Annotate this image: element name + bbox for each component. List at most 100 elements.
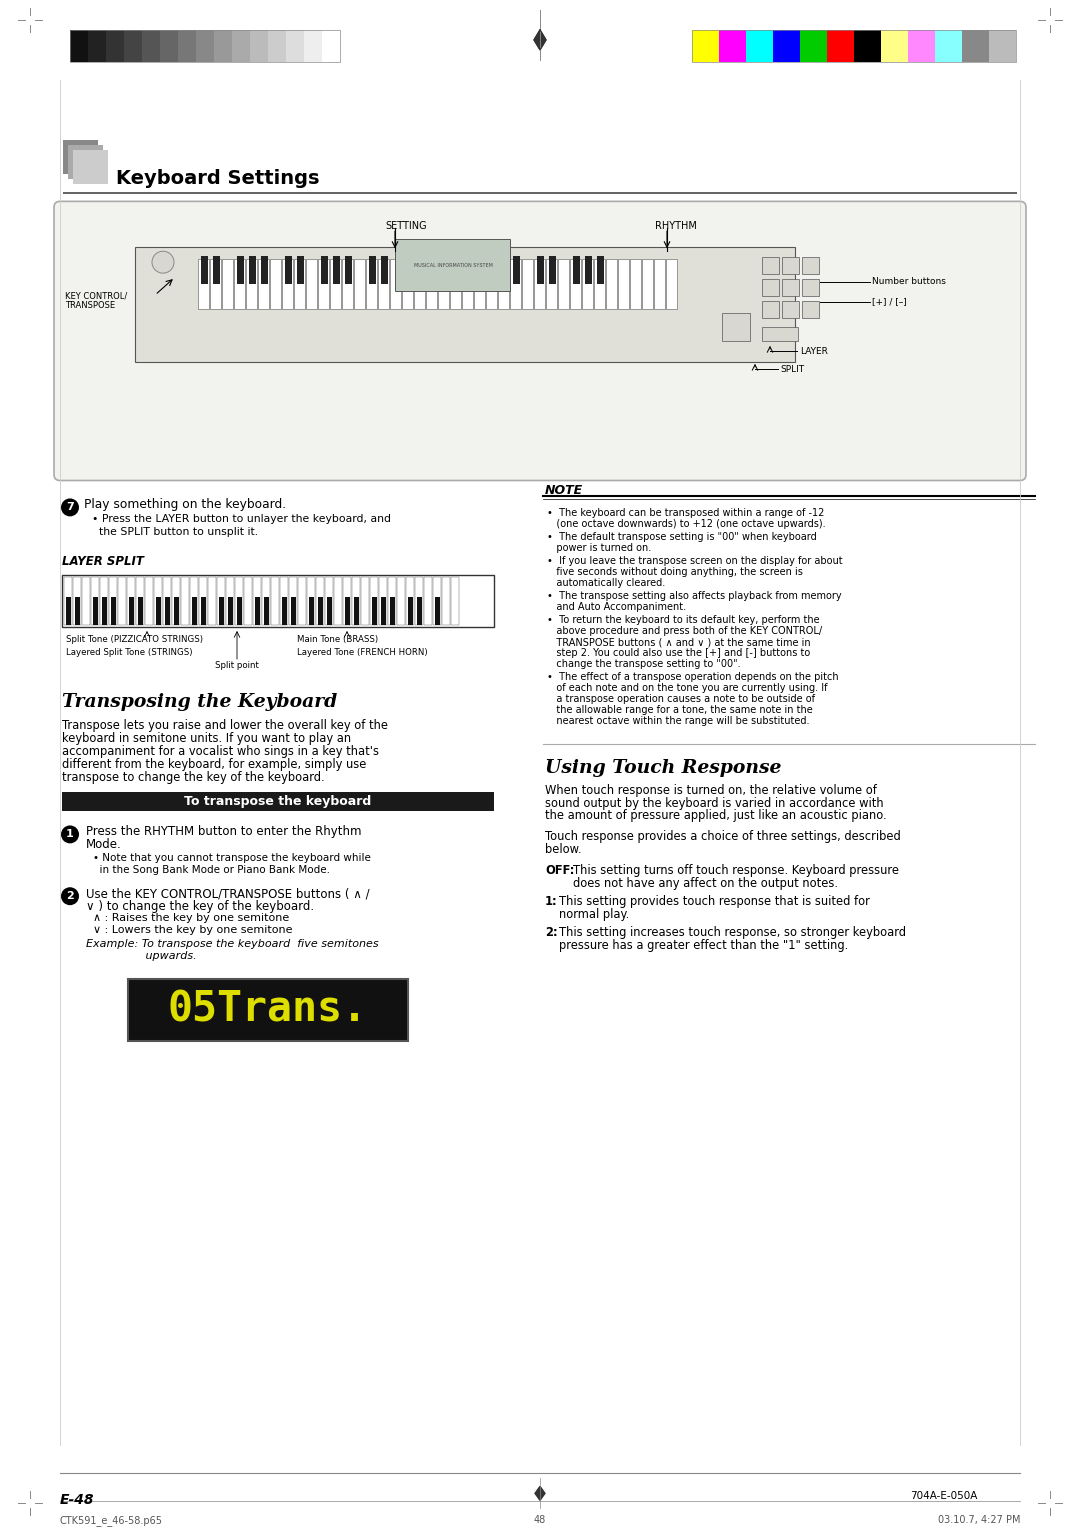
- Bar: [70, 31, 340, 61]
- Bar: [537, 257, 544, 284]
- Text: Layered Split Tone (STRINGS): Layered Split Tone (STRINGS): [66, 648, 192, 657]
- Bar: [486, 260, 497, 309]
- Bar: [70, 31, 87, 61]
- Bar: [692, 31, 719, 61]
- Bar: [606, 260, 617, 309]
- Bar: [136, 578, 144, 625]
- Bar: [343, 578, 351, 625]
- Bar: [165, 596, 170, 625]
- Text: the SPLIT button to unsplit it.: the SPLIT button to unsplit it.: [92, 527, 258, 538]
- Bar: [163, 578, 171, 625]
- Text: SPLIT: SPLIT: [780, 365, 805, 374]
- Bar: [397, 578, 405, 625]
- Bar: [129, 596, 134, 625]
- Bar: [255, 596, 260, 625]
- Bar: [719, 31, 746, 61]
- Text: (one octave downwards) to +12 (one octave upwards).: (one octave downwards) to +12 (one octav…: [546, 520, 825, 529]
- Text: in the Song Bank Mode or Piano Bank Mode.: in the Song Bank Mode or Piano Bank Mode…: [93, 865, 330, 876]
- Bar: [249, 31, 268, 61]
- Circle shape: [60, 498, 79, 516]
- Text: pressure has a greater effect than the "1" setting.: pressure has a greater effect than the "…: [559, 940, 848, 952]
- Text: E-48: E-48: [60, 1493, 95, 1507]
- Bar: [235, 578, 243, 625]
- Text: TRANSPOSE buttons ( ∧ and ∨ ) at the same time in: TRANSPOSE buttons ( ∧ and ∨ ) at the sam…: [546, 637, 811, 646]
- Bar: [417, 257, 424, 284]
- Text: power is turned on.: power is turned on.: [546, 544, 651, 553]
- Bar: [370, 578, 378, 625]
- Bar: [201, 257, 208, 284]
- Bar: [827, 31, 854, 61]
- Bar: [513, 257, 519, 284]
- Bar: [379, 578, 387, 625]
- Bar: [91, 578, 99, 625]
- Bar: [342, 260, 353, 309]
- Text: Layered Tone (FRENCH HORN): Layered Tone (FRENCH HORN): [297, 648, 428, 657]
- Bar: [782, 257, 799, 274]
- Bar: [127, 578, 135, 625]
- Text: •  The transpose setting also affects playback from memory: • The transpose setting also affects pla…: [546, 591, 841, 601]
- Text: Number buttons: Number buttons: [872, 277, 946, 286]
- Bar: [534, 260, 545, 309]
- Bar: [237, 257, 244, 284]
- Bar: [345, 596, 350, 625]
- Bar: [378, 260, 389, 309]
- Text: This setting turns off touch response. Keyboard pressure: This setting turns off touch response. K…: [573, 865, 899, 877]
- Text: •  To return the keyboard to its default key, perform the: • To return the keyboard to its default …: [546, 616, 820, 625]
- Bar: [354, 596, 359, 625]
- Text: 1: 1: [66, 830, 73, 839]
- Bar: [390, 260, 401, 309]
- Bar: [129, 979, 408, 1041]
- Bar: [908, 31, 935, 61]
- Bar: [546, 260, 557, 309]
- Text: Use the KEY CONTROL/TRANSPOSE buttons ( ∧ /: Use the KEY CONTROL/TRANSPOSE buttons ( …: [86, 888, 369, 900]
- Text: NOTE: NOTE: [545, 484, 583, 498]
- Bar: [318, 260, 329, 309]
- Bar: [87, 31, 106, 61]
- Bar: [354, 260, 365, 309]
- Bar: [62, 792, 494, 811]
- Bar: [570, 260, 581, 309]
- Text: Mode.: Mode.: [86, 839, 122, 851]
- Bar: [433, 578, 441, 625]
- Bar: [172, 578, 180, 625]
- Text: step 2. You could also use the [+] and [-] buttons to: step 2. You could also use the [+] and […: [546, 648, 810, 659]
- Bar: [989, 31, 1016, 61]
- Bar: [417, 596, 422, 625]
- Text: KEY CONTROL/: KEY CONTROL/: [65, 292, 127, 299]
- Bar: [408, 596, 413, 625]
- Bar: [201, 596, 206, 625]
- Bar: [549, 257, 556, 284]
- Bar: [462, 260, 473, 309]
- Text: SETTING: SETTING: [384, 222, 427, 231]
- Bar: [285, 257, 292, 284]
- Text: ∨ ) to change the key of the keyboard.: ∨ ) to change the key of the keyboard.: [86, 900, 314, 914]
- Bar: [82, 578, 90, 625]
- Bar: [390, 596, 395, 625]
- Bar: [219, 596, 224, 625]
- Bar: [217, 578, 225, 625]
- Bar: [232, 31, 249, 61]
- Bar: [62, 575, 494, 626]
- Bar: [174, 596, 179, 625]
- Text: OFF:: OFF:: [545, 865, 575, 877]
- Bar: [145, 578, 153, 625]
- Text: • Note that you cannot transpose the keyboard while: • Note that you cannot transpose the key…: [93, 853, 370, 863]
- Bar: [585, 257, 592, 284]
- Bar: [93, 596, 98, 625]
- Text: upwards.: upwards.: [86, 950, 197, 961]
- Bar: [426, 260, 437, 309]
- Bar: [802, 301, 819, 318]
- Bar: [318, 596, 323, 625]
- Text: Touch response provides a choice of three settings, described: Touch response provides a choice of thre…: [545, 830, 901, 843]
- Text: To transpose the keyboard: To transpose the keyboard: [185, 795, 372, 808]
- Text: Transpose lets you raise and lower the overall key of the: Transpose lets you raise and lower the o…: [62, 718, 388, 732]
- Text: CTK591_e_46-58.p65: CTK591_e_46-58.p65: [60, 1516, 163, 1526]
- Bar: [75, 596, 80, 625]
- Bar: [309, 596, 314, 625]
- Bar: [465, 257, 472, 284]
- Bar: [280, 578, 288, 625]
- Text: Play something on the keyboard.: Play something on the keyboard.: [84, 498, 286, 512]
- Bar: [199, 578, 207, 625]
- Text: ∧ : Raises the key by one semitone: ∧ : Raises the key by one semitone: [93, 914, 289, 923]
- Bar: [282, 596, 287, 625]
